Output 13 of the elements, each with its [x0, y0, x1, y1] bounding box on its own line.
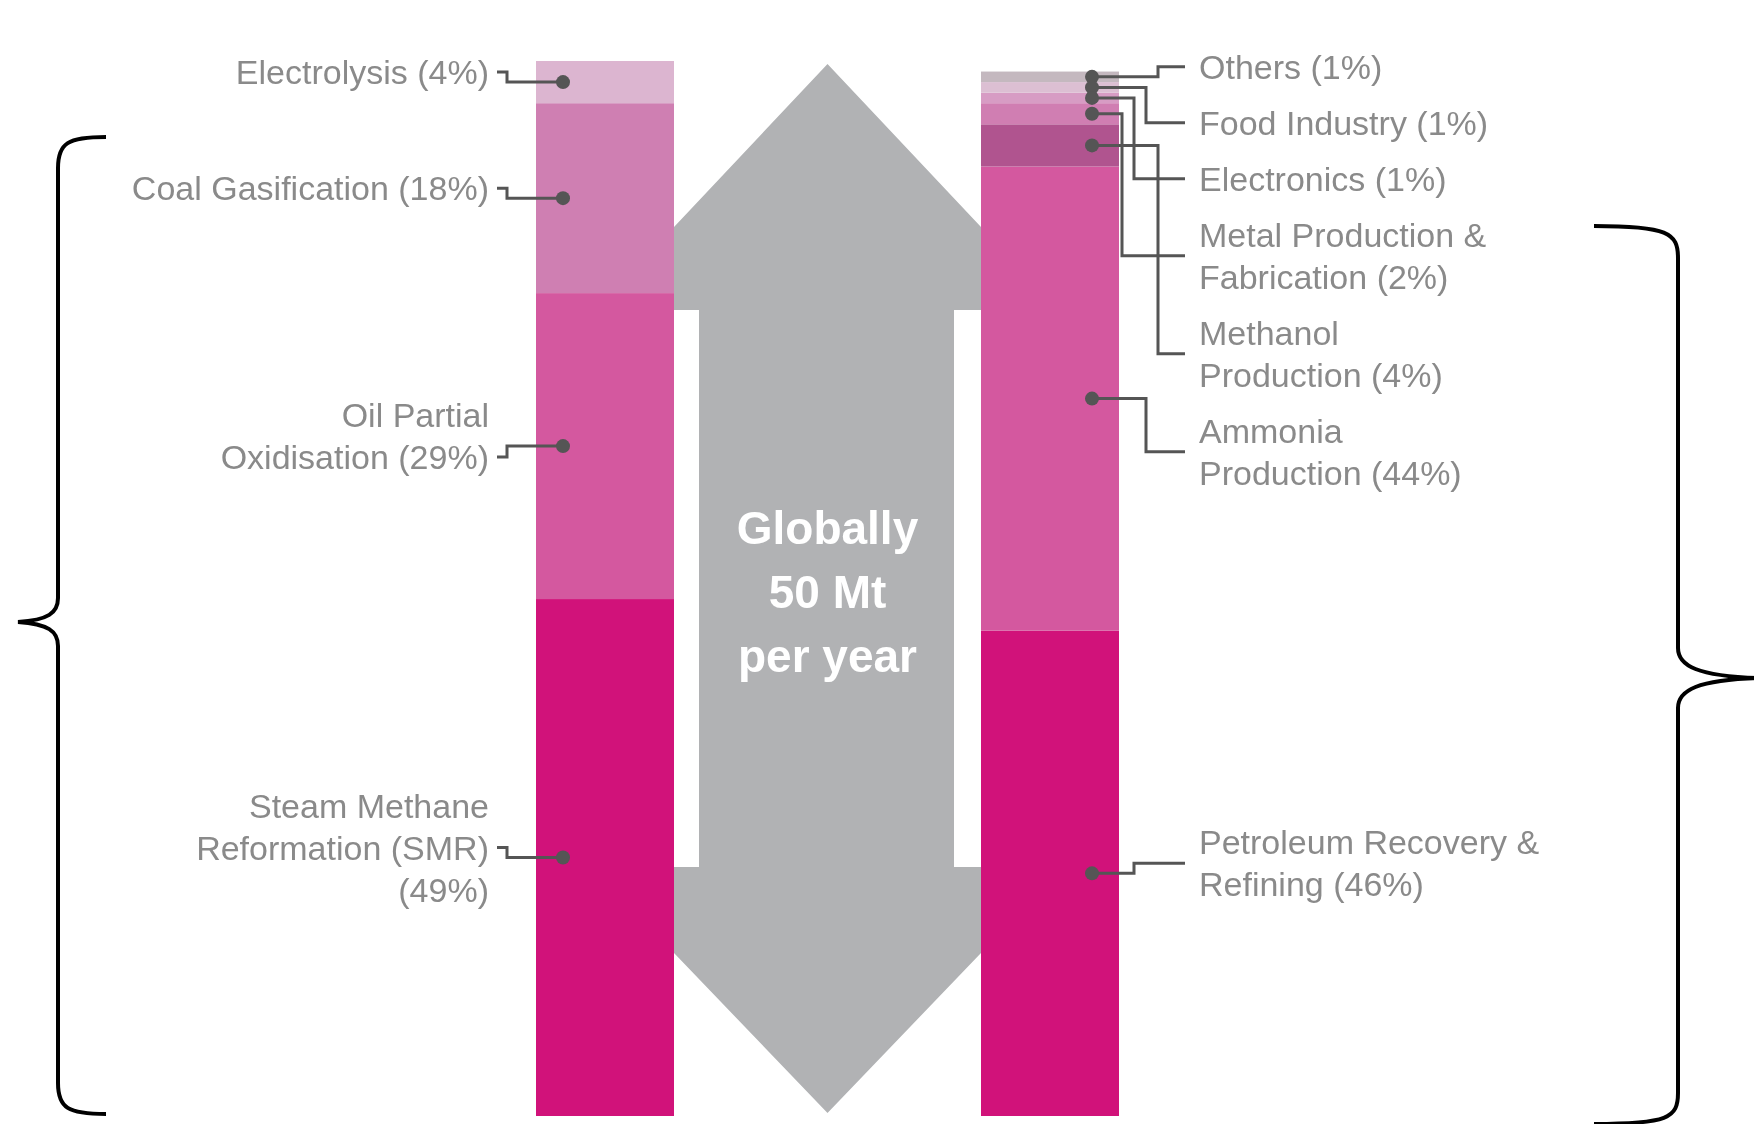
series-label: Steam Methane Reformation (SMR) — [196, 786, 489, 867]
text: Coal Gasification (18%) — [131, 169, 489, 208]
annotation: Globally 50 Mt per year — [736, 502, 919, 682]
text: Petroleum Recovery & Refining (46%) — [1199, 823, 1540, 904]
text: Others (1%) — [1199, 47, 1383, 86]
text: Electrolysis (4%) — [235, 53, 489, 92]
text: Oil Partial Oxidisation (29%) — [220, 396, 489, 477]
data-label: (49%) — [398, 870, 489, 909]
text: Food Industry (1%) — [1199, 103, 1489, 142]
text: Ammonia Production (44%) — [1199, 411, 1462, 492]
text: Electronics (1%) — [1199, 159, 1447, 198]
text: Methanol Production (4%) — [1199, 313, 1443, 394]
text: Metal Production & Fabrication (2%) — [1199, 215, 1487, 296]
